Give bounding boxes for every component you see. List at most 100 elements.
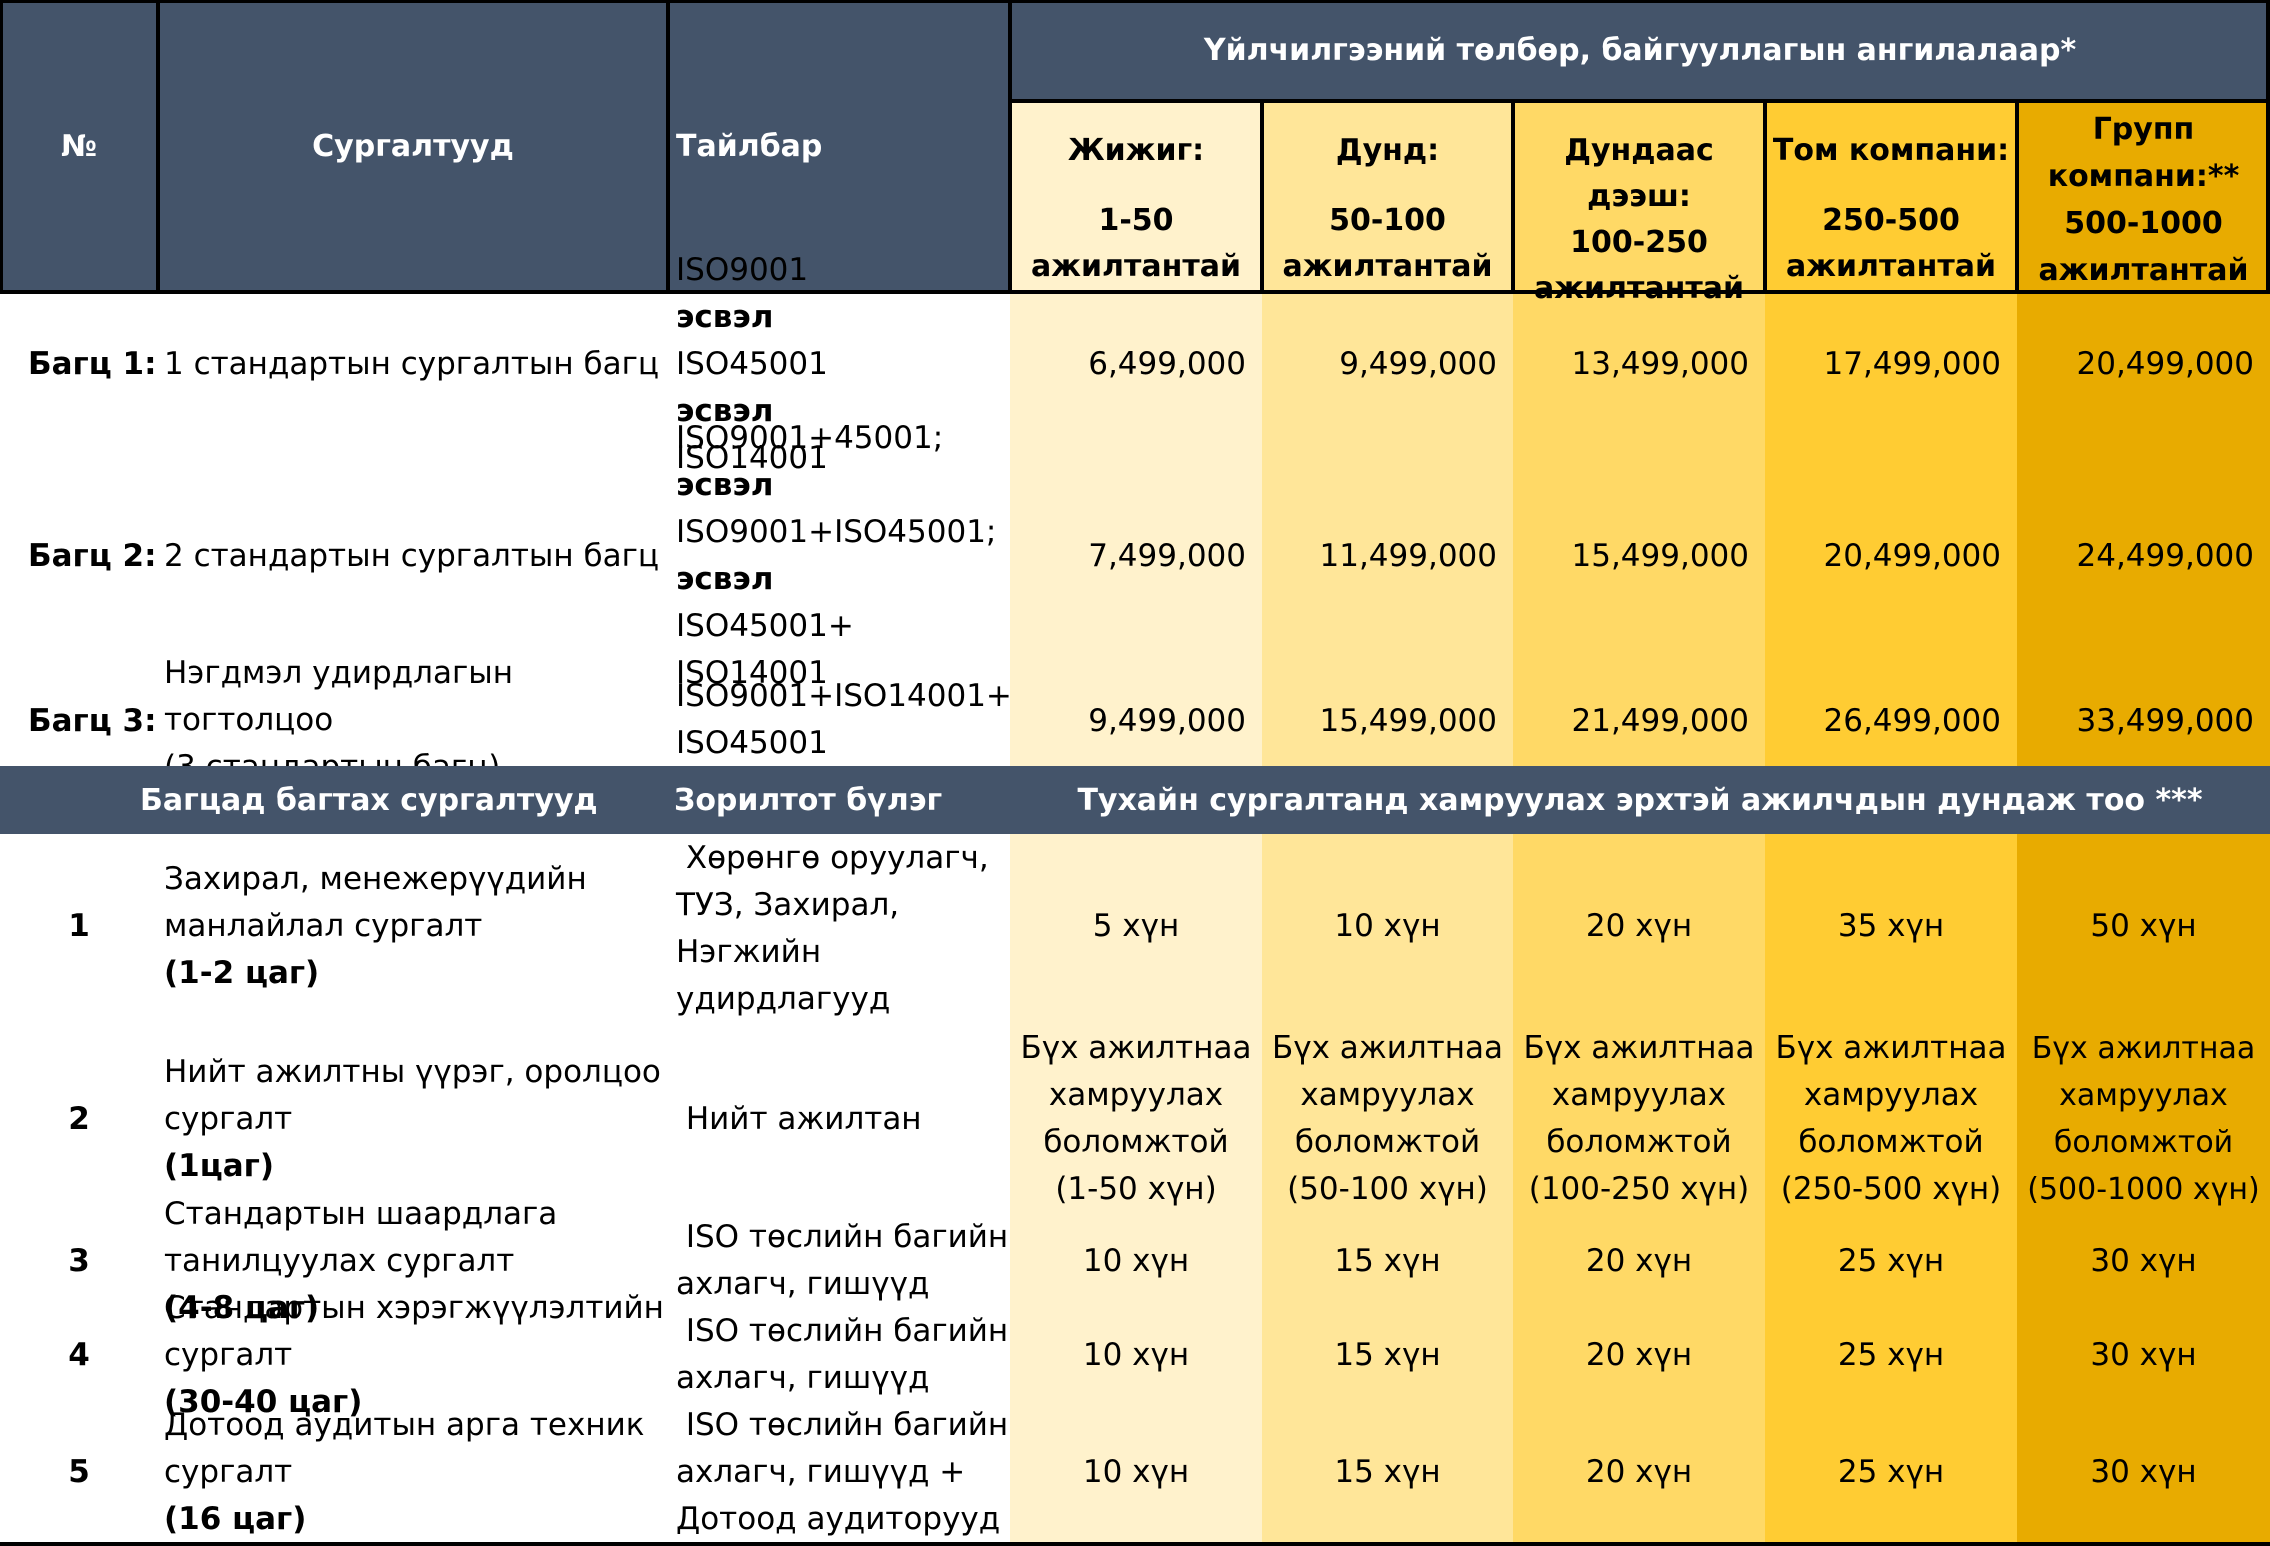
course-target: ISO төслийн багийн ахлагч, гишүүд + Дото… [676, 1406, 1009, 1537]
subheader-participants: Тухайн сургалтанд хамруулах эрхтэй ажилч… [1077, 782, 2203, 818]
participant-count: Бүх ажилтнаа хамруулах боломжтой (100-250 х… [1523, 1030, 1755, 1207]
package-name: Нэгдмэл удирдлагын тогтолцоо (3 стандарт… [164, 654, 513, 785]
price-cell: 21,499,000 [1571, 702, 1750, 739]
header-trainings: Сургалтууд [158, 0, 668, 292]
course-title: Захирал, менежерүүдийн манлайлал сургалт… [164, 860, 587, 991]
course-number: 1 [68, 907, 90, 944]
package-label: Багц 1: [28, 345, 157, 382]
course-title: Дотоод аудитын арга техник сургалт (16 ц… [164, 1406, 645, 1537]
tier-header-small: Жижиг: 1-50 ажилтантай [1010, 100, 1262, 292]
grid-line [1010, 99, 2270, 103]
participant-count: 25 хүн [1837, 1242, 1945, 1279]
course-number: 5 [68, 1453, 90, 1490]
header-description: Тайлбар [668, 0, 1010, 292]
participant-count: 20 хүн [1585, 1336, 1693, 1373]
tier-header-large: Том компани: 250-500 ажилтантай [1765, 100, 2017, 292]
price-cell: 15,499,000 [1571, 537, 1750, 574]
package-label: Багц 2: [28, 537, 157, 574]
tier-name: Том компани: [1772, 133, 2010, 168]
course-target: Хөрөнгө оруулагч, ТУЗ, Захирал, Нэгжийн … [676, 840, 989, 1017]
tier-header-upper-mid: Дундаас дээш: 100-250 ажилтантай [1513, 100, 1765, 306]
price-cell: 24,499,000 [2076, 537, 2255, 574]
grid-line [1008, 0, 1012, 292]
price-cell: 20,499,000 [2076, 345, 2255, 382]
course-number: 3 [68, 1242, 90, 1279]
course-title: Стандартын шаардлага танилцуулах сургалт… [164, 1195, 558, 1326]
tier-range: 100-250 [1570, 225, 1708, 260]
grid-line [666, 0, 670, 292]
tier-unit: ажилтантай [1030, 249, 1242, 284]
price-cell: 17,499,000 [1823, 345, 2002, 382]
price-cell: 15,499,000 [1319, 702, 1498, 739]
grid-line [0, 0, 3, 292]
course-title: Нийт ажилтны үүрэг, оролцоо сургалт (1ца… [164, 1053, 661, 1184]
package-description: ISO9001+ISO14001+ ISO45001 [676, 678, 1012, 761]
package-label: Багц 3: [28, 702, 157, 739]
price-cell: 33,499,000 [2076, 702, 2255, 739]
participant-count: 20 хүн [1585, 1242, 1693, 1279]
participant-count: 25 хүн [1837, 1336, 1945, 1373]
participant-count: 15 хүн [1334, 1336, 1441, 1373]
participant-count: 20 хүн [1585, 907, 1693, 944]
tier-range: 50-100 [1329, 203, 1446, 238]
tier-unit: ажилтантай [1533, 271, 1745, 306]
subheader-trainings: Багцад багтах сургалтууд [140, 782, 598, 818]
participant-count: 10 хүн [1082, 1242, 1190, 1279]
price-cell: 13,499,000 [1571, 345, 1750, 382]
participant-count: Бүх ажилтнаа хамруулах боломжтой (50-100 хү… [1271, 1030, 1504, 1207]
participant-count: 15 хүн [1334, 1242, 1441, 1279]
tier-header-mid: Дунд: 50-100 ажилтантай [1262, 100, 1513, 292]
course-target: ISO төслийн багийн ахлагч, гишүүд [676, 1219, 1009, 1302]
package-name: 1 стандартын сургалтын багц [164, 345, 660, 382]
tier-unit: ажилтантай [1282, 249, 1493, 284]
price-cell: 7,499,000 [1088, 537, 1246, 574]
grid-line [0, 0, 2270, 3]
tier-name: Дунд: [1335, 133, 1440, 168]
tier-range: 1-50 [1098, 203, 1174, 238]
subheader-target: Зорилтот бүлэг [674, 782, 943, 818]
price-cell: 9,499,000 [1088, 702, 1246, 739]
grid-line [1763, 100, 1767, 292]
grid-line [2015, 100, 2019, 292]
course-number: 4 [68, 1336, 90, 1373]
grid-line [0, 1542, 2270, 1546]
subheader-band [0, 766, 2270, 834]
grid-line [1511, 100, 1515, 292]
participant-count: 30 хүн [2090, 1336, 2197, 1373]
header-fee-group: Үйлчилгээний төлбөр, байгууллагын ангила… [1010, 0, 2270, 100]
package-description: ISO9001 эсвэл ISO45001 эсвэл ISO14001 [676, 251, 828, 476]
participant-count: 30 хүн [2090, 1242, 2197, 1279]
tier-unit: ажилтантай [1785, 249, 1997, 284]
price-cell: 20,499,000 [1823, 537, 2002, 574]
participant-count: Бүх ажилтнаа хамруулах боломжтой (1-50 хүн) [1020, 1030, 1252, 1207]
participant-count: 30 хүн [2090, 1453, 2197, 1490]
participant-count: 10 хүн [1082, 1336, 1190, 1373]
course-target: Нийт ажилтан [676, 1100, 922, 1137]
participant-count: 15 хүн [1334, 1453, 1441, 1490]
participant-count: 10 хүн [1334, 907, 1441, 944]
grid-line [0, 290, 2270, 294]
course-target: ISO төслийн багийн ахлагч, гишүүд [676, 1313, 1009, 1396]
tier-name: Групп компани:** [2047, 112, 2240, 194]
grid-line [156, 0, 160, 292]
participant-count: 50 хүн [2090, 907, 2197, 944]
participant-count: 10 хүн [1082, 1453, 1190, 1490]
participant-count: 20 хүн [1585, 1453, 1693, 1490]
package-description: ISO9001+45001; эсвэл ISO9001+ISO45001; э… [676, 420, 997, 691]
participant-count: 25 хүн [1837, 1453, 1945, 1490]
participant-count: Бүх ажилтнаа хамруулах боломжтой (250-500 х… [1775, 1030, 2007, 1207]
package-name: 2 стандартын сургалтын багц [164, 537, 660, 574]
participant-count: 5 хүн [1092, 907, 1180, 944]
grid-line [1260, 100, 1264, 292]
price-cell: 9,499,000 [1339, 345, 1497, 382]
header-no: № [0, 0, 158, 292]
tier-range: 250-500 [1822, 203, 1960, 238]
tier-unit: ажилтантай [2038, 253, 2249, 288]
course-title: Стандартын хэрэгжүүлэлтийн сургалт (30-4… [164, 1289, 664, 1420]
price-cell: 26,499,000 [1823, 702, 2002, 739]
participant-count: Бүх ажилтнаа хамруулах боломжтой (500-1000 … [2027, 1031, 2260, 1207]
tier-name: Дундаас дээш: [1564, 133, 1714, 214]
price-cell: 6,499,000 [1088, 345, 1246, 382]
course-number: 2 [68, 1100, 90, 1137]
